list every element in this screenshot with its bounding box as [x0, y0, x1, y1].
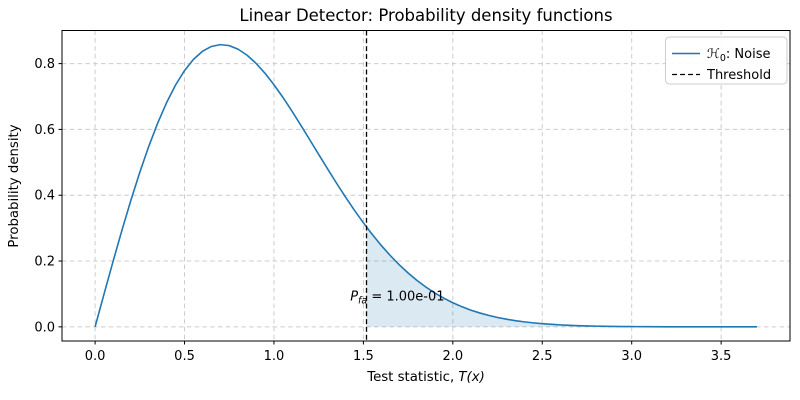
plot-border: [61, 30, 791, 342]
legend-label-threshold: Threshold: [706, 68, 771, 83]
pfa-symbol: P: [350, 289, 358, 304]
y-tick-label: 0.8: [34, 57, 55, 72]
legend-h-subscript: 0: [720, 53, 726, 64]
x-tick-label: 0.0: [85, 349, 106, 364]
chart-title: Linear Detector: Probability density fun…: [239, 6, 612, 25]
shaded-region: [366, 226, 757, 327]
legend-h-symbol: ℋ: [707, 47, 720, 62]
pfa-value: = 1.00e-01: [367, 289, 444, 304]
legend-box: [665, 36, 788, 85]
x-axis-label-text: Test statistic,: [366, 370, 458, 385]
legend-noise-text: : Noise: [726, 47, 771, 62]
y-tick-label: 0.0: [34, 320, 55, 335]
x-tick-label: 0.5: [174, 349, 195, 364]
pfa-annotation: Pfa = 1.00e-01: [350, 289, 444, 306]
legend-label-noise: ℋ0: Noise: [707, 47, 770, 64]
pdf-curve: [94, 43, 757, 328]
axis-ticks: 0.0 0.5 1.0 1.5 2.0 2.5 3.0 3.5 0.0 0.2 0.4 0.6 0.8: [34, 57, 731, 364]
y-tick-label: 0.4: [34, 189, 55, 204]
y-axis-label: Probability density: [7, 124, 22, 247]
x-tick-label: 1.0: [264, 349, 285, 364]
x-tick-label: 1.5: [353, 349, 374, 364]
x-tick-label: 3.5: [711, 349, 732, 364]
grid: [62, 30, 790, 341]
x-tick-label: 2.0: [442, 349, 463, 364]
x-tick-label: 3.0: [621, 349, 642, 364]
x-tick-label: 2.5: [532, 349, 553, 364]
x-axis-label-math: T(x): [458, 370, 484, 385]
legend: ℋ0: Noise Threshold: [665, 36, 788, 85]
x-axis-label: Test statistic, T(x): [366, 370, 485, 385]
y-tick-label: 0.2: [34, 255, 55, 270]
pfa-subscript: fa: [358, 295, 367, 306]
y-tick-label: 0.6: [34, 123, 55, 138]
